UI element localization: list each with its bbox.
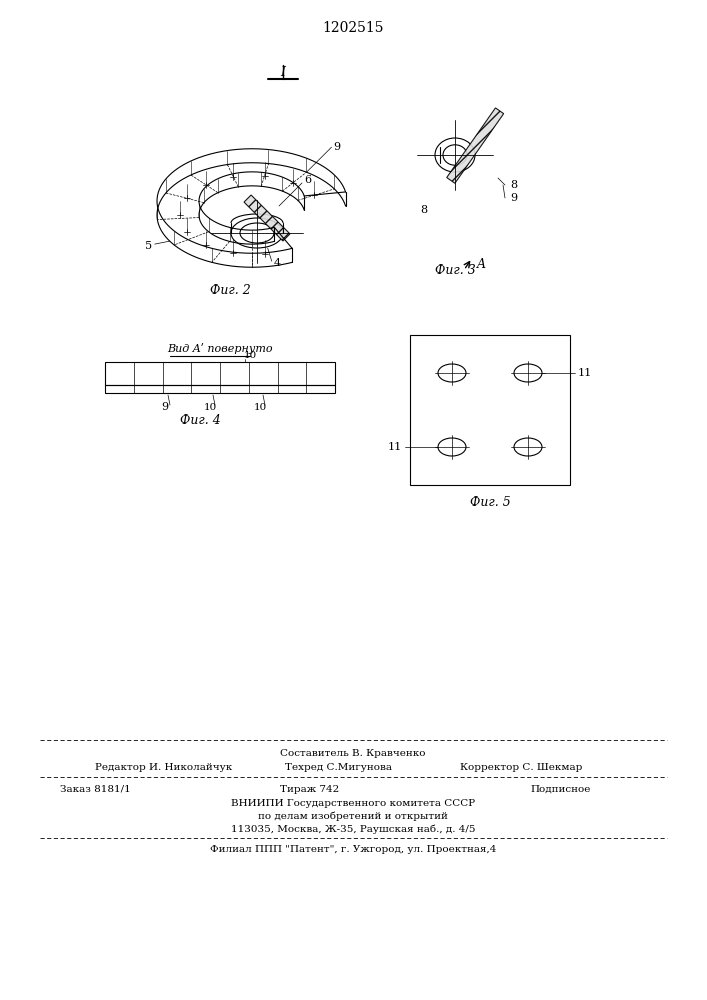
Text: Фиг. 4: Фиг. 4 bbox=[180, 414, 221, 428]
Text: 10: 10 bbox=[253, 402, 267, 412]
Text: Тираж 742: Тираж 742 bbox=[281, 784, 339, 794]
Text: Вид Aʹ повернуто: Вид Aʹ повернуто bbox=[167, 342, 273, 354]
Text: 6: 6 bbox=[304, 175, 311, 185]
Text: 10: 10 bbox=[204, 402, 216, 412]
Text: 9: 9 bbox=[334, 142, 341, 152]
Text: 11: 11 bbox=[387, 442, 402, 452]
Text: Редактор И. Николайчук: Редактор И. Николайчук bbox=[95, 762, 233, 772]
Text: 8: 8 bbox=[510, 180, 517, 190]
Text: Корректор С. Шекмар: Корректор С. Шекмар bbox=[460, 762, 583, 772]
Text: Фиг. 2: Фиг. 2 bbox=[209, 284, 250, 296]
Text: Техред С.Мигунова: Техред С.Мигунова bbox=[285, 762, 392, 772]
Text: Фиг. 3: Фиг. 3 bbox=[435, 263, 475, 276]
Text: Заказ 8181/1: Заказ 8181/1 bbox=[60, 784, 131, 794]
Bar bbox=[105, 362, 335, 385]
Text: 8: 8 bbox=[420, 205, 427, 215]
Text: ВНИИПИ Государственного комитета СССР: ВНИИПИ Государственного комитета СССР bbox=[231, 798, 475, 808]
Bar bbox=[410, 335, 570, 485]
Text: Подписное: Подписное bbox=[530, 784, 590, 794]
Polygon shape bbox=[447, 108, 503, 183]
Text: 5: 5 bbox=[145, 241, 152, 251]
Text: 11: 11 bbox=[578, 368, 592, 378]
Text: по делам изобретений и открытий: по делам изобретений и открытий bbox=[258, 811, 448, 821]
Bar bbox=[105, 385, 335, 393]
Text: I: I bbox=[281, 66, 286, 79]
Text: 9: 9 bbox=[510, 193, 517, 203]
Text: Составитель В. Кравченко: Составитель В. Кравченко bbox=[280, 748, 426, 758]
Text: Филиал ППП "Патент", г. Ужгород, ул. Проектная,4: Филиал ППП "Патент", г. Ужгород, ул. Про… bbox=[210, 844, 496, 854]
Polygon shape bbox=[244, 195, 290, 241]
Text: Фиг. 5: Фиг. 5 bbox=[469, 496, 510, 510]
Text: 113035, Москва, Ж-35, Раушская наб., д. 4/5: 113035, Москва, Ж-35, Раушская наб., д. … bbox=[230, 824, 475, 834]
Text: 4: 4 bbox=[274, 258, 281, 268]
Text: 10: 10 bbox=[243, 352, 257, 360]
Text: 9: 9 bbox=[161, 402, 168, 412]
Text: 1202515: 1202515 bbox=[322, 21, 384, 35]
Text: A: A bbox=[477, 258, 486, 271]
